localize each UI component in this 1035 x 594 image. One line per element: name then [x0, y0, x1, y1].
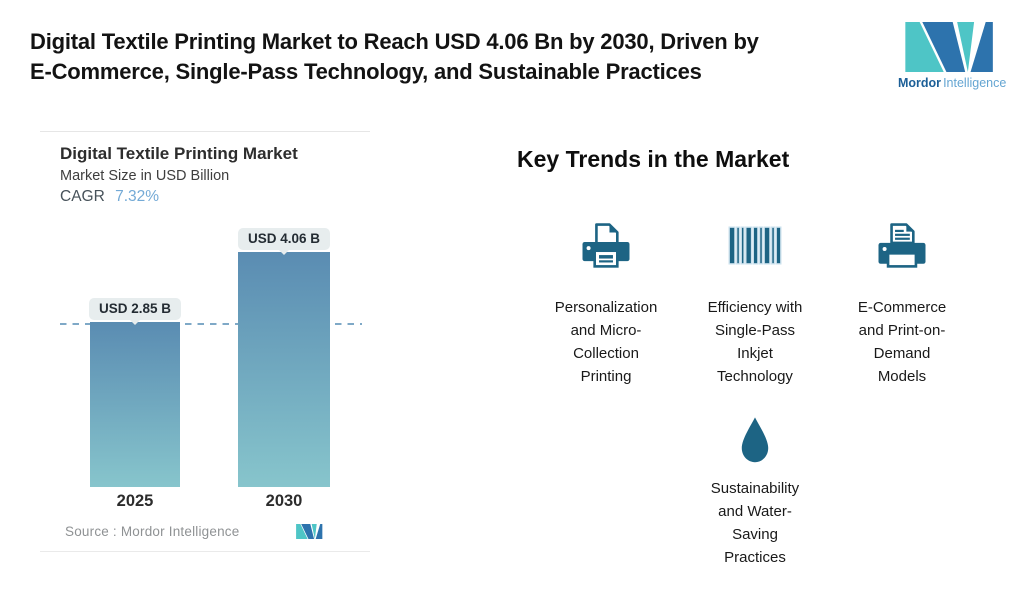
brand-wordmark: Mordor Intelligence	[898, 76, 1006, 90]
page-title-line2: E-Commerce, Single-Pass Technology, and …	[30, 59, 702, 84]
page-title: Digital Textile Printing Market to Reach…	[30, 27, 759, 87]
cagr-label: CAGR	[60, 188, 105, 205]
brand-name-light: Intelligence	[943, 76, 1007, 90]
page-title-line1: Digital Textile Printing Market to Reach…	[30, 29, 759, 54]
trend-label: Efficiency with Single-Pass Inkjet Techn…	[707, 299, 803, 385]
mordor-logo-icon	[902, 22, 998, 72]
cagr-value: 7.32%	[115, 188, 160, 205]
printer-document-icon	[827, 219, 977, 271]
trend-item-personalization: Personalization and Micro- Collection Pr…	[531, 219, 681, 388]
source-row: Source : Mordor Intelligence	[65, 524, 323, 539]
chart-subtitle: Market Size in USD Billion	[60, 168, 230, 184]
bar-2025	[90, 322, 180, 487]
market-chart-card: Digital Textile Printing Market Market S…	[40, 131, 370, 552]
value-badge-2025: USD 2.85 B	[88, 298, 182, 325]
barcode-icon	[680, 219, 830, 271]
trend-item-ecommerce: E-Commerce and Print-on- Demand Models	[827, 219, 977, 388]
chart-cagr: CAGR 7.32%	[60, 188, 159, 206]
x-axis-label-2025: 2025	[116, 492, 154, 510]
badge-pointer	[279, 250, 289, 255]
bar-2030	[238, 252, 330, 487]
water-drop-icon	[680, 414, 830, 466]
value-badge-label: USD 4.06 B	[237, 228, 331, 250]
value-badge-label: USD 2.85 B	[88, 298, 182, 320]
source-text: Source : Mordor Intelligence	[65, 524, 239, 539]
chart-title: Digital Textile Printing Market	[60, 144, 298, 163]
trend-label: Personalization and Micro- Collection Pr…	[554, 299, 658, 385]
dashed-reference-line	[60, 323, 362, 325]
trend-label: Sustainability and Water- Saving Practic…	[710, 480, 800, 566]
x-axis-label-2030: 2030	[265, 492, 303, 510]
badge-pointer	[130, 320, 140, 325]
source-value: Mordor Intelligence	[120, 524, 240, 539]
value-badge-2030: USD 4.06 B	[236, 228, 332, 255]
trends-heading: Key Trends in the Market	[517, 146, 790, 172]
trend-label: E-Commerce and Print-on- Demand Models	[857, 299, 947, 385]
source-label: Source :	[65, 524, 117, 539]
brand-name-bold: Mordor	[898, 76, 942, 90]
mordor-mini-logo-icon	[296, 524, 323, 539]
trend-item-single-pass: Efficiency with Single-Pass Inkjet Techn…	[680, 219, 830, 388]
mordor-logo: Mordor Intelligence	[898, 22, 1006, 90]
printer-icon	[531, 219, 681, 271]
trend-item-sustainability: Sustainability and Water- Saving Practic…	[680, 414, 830, 569]
